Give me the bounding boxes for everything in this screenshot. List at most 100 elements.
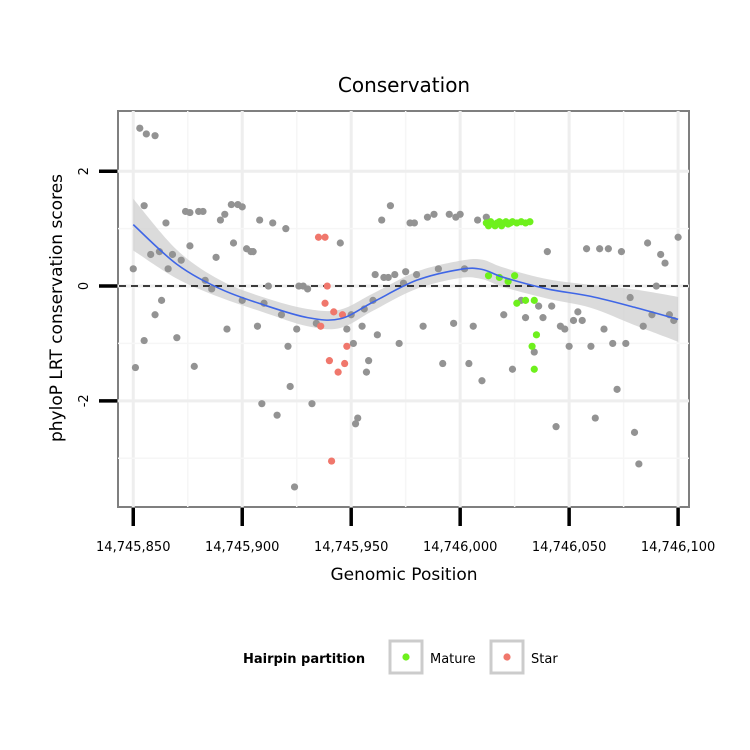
point-other xyxy=(358,322,366,330)
legend-item-star: Star xyxy=(489,639,558,675)
smooth-line-layer xyxy=(132,224,679,321)
point-other xyxy=(186,208,194,217)
point-other xyxy=(600,325,608,333)
point-star xyxy=(321,233,329,241)
point-other xyxy=(530,348,538,356)
legend-item-mature: Mature xyxy=(388,639,476,675)
point-other xyxy=(613,385,621,393)
point-other xyxy=(473,216,482,224)
point-other xyxy=(434,265,442,273)
point-other xyxy=(617,248,626,256)
x-tick-label: 14,746,000 xyxy=(423,540,497,555)
point-other xyxy=(508,365,517,373)
point-star xyxy=(334,368,342,376)
point-other xyxy=(539,314,547,322)
y-axis-label: phyloP LRT conservation scores xyxy=(47,174,67,442)
point-other xyxy=(308,400,316,408)
point-star xyxy=(330,308,338,316)
point-other xyxy=(362,368,371,376)
x-tick-label: 14,746,100 xyxy=(641,540,715,555)
point-other xyxy=(131,363,140,372)
point-mature xyxy=(532,331,541,339)
point-other xyxy=(639,322,647,330)
point-other xyxy=(253,322,262,330)
point-other xyxy=(282,225,290,233)
point-other xyxy=(273,411,281,419)
point-other xyxy=(482,213,490,221)
point-other xyxy=(643,239,652,247)
point-star xyxy=(323,282,331,290)
point-mature xyxy=(530,365,538,373)
point-other xyxy=(140,202,148,210)
point-other xyxy=(674,233,682,241)
point-other xyxy=(269,219,277,227)
x-axis: 14,745,850 14,745,900 14,745,950 14,746,000… xyxy=(96,508,715,555)
point-other xyxy=(354,414,362,422)
point-other xyxy=(284,342,292,350)
point-other xyxy=(349,339,357,348)
point-other xyxy=(162,219,170,227)
point-other xyxy=(450,319,458,327)
point-other xyxy=(657,250,665,259)
legend-swatch-mature xyxy=(402,653,410,661)
point-other xyxy=(216,216,225,224)
point-other xyxy=(626,293,634,302)
point-other xyxy=(456,210,464,218)
point-other xyxy=(258,400,266,408)
smooth-line xyxy=(132,224,679,321)
point-other xyxy=(151,132,159,140)
point-other xyxy=(373,331,381,339)
point-other xyxy=(199,207,207,216)
legend: Hairpin partition Mature Star xyxy=(243,639,558,675)
point-other xyxy=(264,282,272,290)
y-axis: -2 0 2 xyxy=(77,167,117,407)
point-other xyxy=(478,377,486,385)
point-other xyxy=(290,483,299,491)
legend-label-star: Star xyxy=(531,652,558,667)
x-tick-label: 14,745,950 xyxy=(314,540,388,555)
y-tick-label: 2 xyxy=(77,167,92,175)
y-tick-label: -2 xyxy=(77,394,92,407)
point-other xyxy=(500,311,508,319)
point-other xyxy=(221,210,229,218)
point-other xyxy=(661,259,669,267)
point-other xyxy=(561,325,569,333)
x-axis-label: Genomic Position xyxy=(330,565,477,585)
point-other xyxy=(391,270,399,279)
point-other xyxy=(336,239,344,247)
point-other xyxy=(419,322,427,330)
point-other xyxy=(238,203,246,211)
point-star xyxy=(338,311,347,319)
point-other xyxy=(157,296,166,304)
point-other xyxy=(652,282,660,290)
legend-title: Hairpin partition xyxy=(243,652,365,667)
legend-key-mature xyxy=(388,639,424,675)
point-other xyxy=(378,216,386,224)
point-mature xyxy=(526,218,534,226)
point-other xyxy=(630,428,639,436)
point-other xyxy=(430,210,438,218)
plot-panel xyxy=(117,110,690,508)
point-star xyxy=(314,233,323,241)
point-other xyxy=(168,250,177,259)
point-star xyxy=(317,322,325,330)
point-other xyxy=(535,302,543,310)
point-other xyxy=(286,382,294,391)
point-other xyxy=(574,308,582,316)
point-other xyxy=(371,270,379,279)
point-other xyxy=(582,245,591,253)
legend-label-mature: Mature xyxy=(430,652,476,667)
point-mature xyxy=(484,272,493,280)
points-layer xyxy=(129,124,682,491)
point-other xyxy=(578,316,586,325)
point-other xyxy=(622,339,630,348)
point-other xyxy=(543,248,551,256)
point-other xyxy=(136,124,144,132)
point-other xyxy=(635,460,643,468)
point-other xyxy=(552,423,560,431)
point-other xyxy=(173,334,181,342)
point-other xyxy=(227,200,235,209)
point-mature xyxy=(530,296,538,304)
point-other xyxy=(591,414,599,422)
